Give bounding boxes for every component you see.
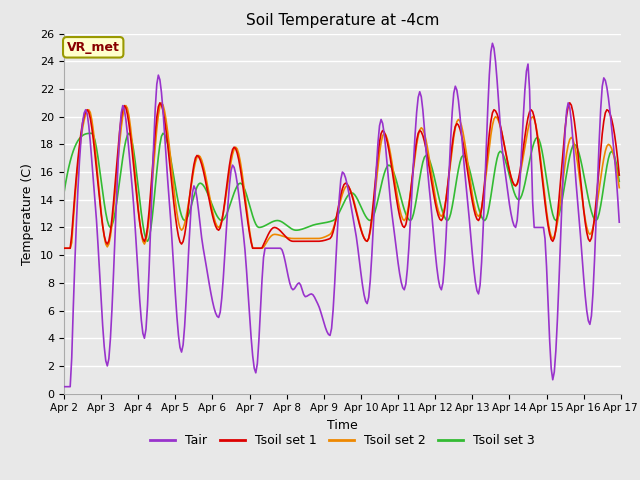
Title: Soil Temperature at -4cm: Soil Temperature at -4cm xyxy=(246,13,439,28)
X-axis label: Time: Time xyxy=(327,419,358,432)
Y-axis label: Temperature (C): Temperature (C) xyxy=(22,163,35,264)
Legend: Tair, Tsoil set 1, Tsoil set 2, Tsoil set 3: Tair, Tsoil set 1, Tsoil set 2, Tsoil se… xyxy=(145,429,540,452)
Text: VR_met: VR_met xyxy=(67,41,120,54)
